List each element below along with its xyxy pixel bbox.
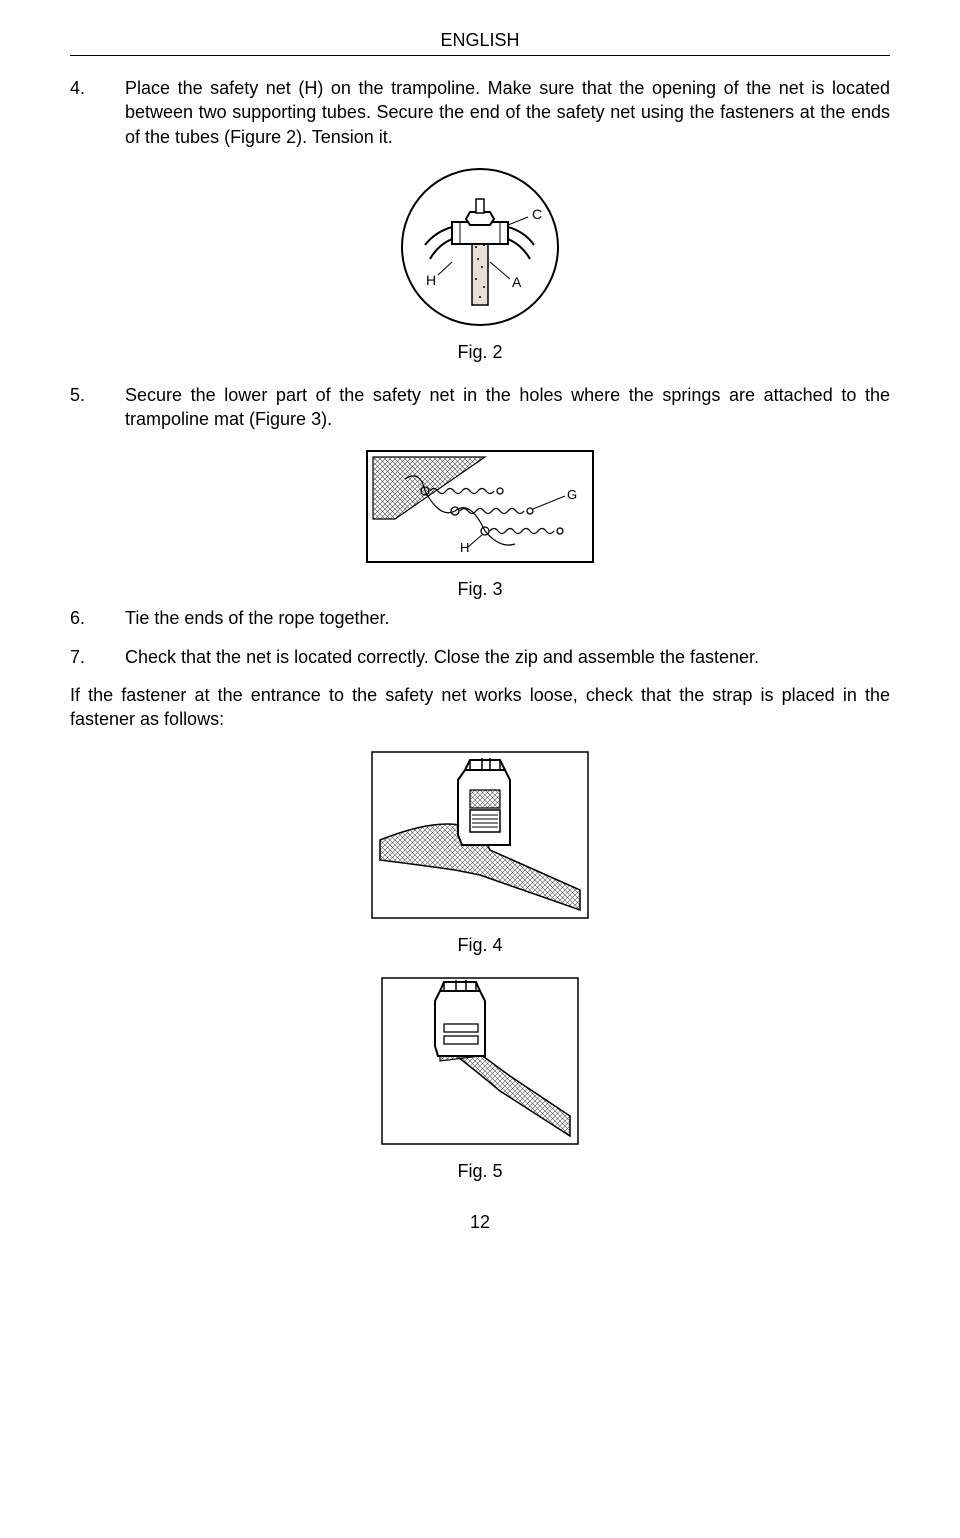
figure-2-caption: Fig. 2 (70, 342, 890, 363)
note-paragraph: If the fastener at the entrance to the s… (70, 683, 890, 732)
page-number: 12 (70, 1212, 890, 1233)
figure-3: G H (70, 449, 890, 569)
step-5: 5. Secure the lower part of the safety n… (70, 383, 890, 432)
page-header: ENGLISH (70, 30, 890, 51)
figure-4 (70, 750, 890, 925)
step-5-text: Secure the lower part of the safety net … (125, 383, 890, 432)
step-4: 4. Place the safety net (H) on the tramp… (70, 76, 890, 149)
svg-text:H: H (460, 540, 469, 555)
step-7-text: Check that the net is located correctly.… (125, 645, 890, 669)
header-rule (70, 55, 890, 56)
figure-4-drawing-icon (370, 750, 590, 920)
step-6-number: 6. (70, 606, 125, 630)
step-5-number: 5. (70, 383, 125, 432)
step-6: 6. Tie the ends of the rope together. (70, 606, 890, 630)
figure-3-caption: Fig. 3 (70, 579, 890, 600)
svg-text:C: C (532, 206, 542, 222)
figure-4-caption: Fig. 4 (70, 935, 890, 956)
figure-2: C H A (70, 167, 890, 332)
step-4-text: Place the safety net (H) on the trampoli… (125, 76, 890, 149)
step-4-number: 4. (70, 76, 125, 149)
figure-3-drawing-icon: G H (365, 449, 595, 564)
svg-text:G: G (567, 487, 577, 502)
step-7: 7. Check that the net is located correct… (70, 645, 890, 669)
step-7-number: 7. (70, 645, 125, 669)
svg-text:A: A (512, 274, 522, 290)
figure-5 (70, 976, 890, 1151)
figure-2-drawing-icon: C H A (400, 167, 560, 327)
figure-5-drawing-icon (380, 976, 580, 1146)
figure-5-caption: Fig. 5 (70, 1161, 890, 1182)
step-6-text: Tie the ends of the rope together. (125, 606, 890, 630)
svg-text:H: H (426, 272, 436, 288)
page: ENGLISH 4. Place the safety net (H) on t… (0, 0, 960, 1273)
